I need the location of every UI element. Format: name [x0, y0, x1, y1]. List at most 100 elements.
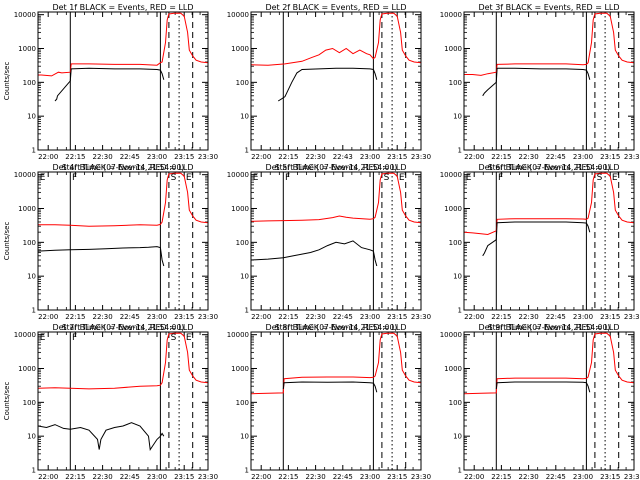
- x-tick-label: 22:15: [491, 473, 511, 480]
- y-tick-label: 100: [236, 239, 249, 247]
- lld-series-line: [38, 332, 208, 390]
- x-tick-label: 22:45: [333, 473, 353, 480]
- x-tick-label: 22:00: [38, 153, 58, 161]
- phase-annotation: E: [466, 173, 472, 183]
- x-tick-label: 23:00: [360, 313, 380, 321]
- x-tick-label: 22:00: [251, 153, 271, 161]
- x-tick-label: 22:00: [38, 473, 58, 480]
- y-tick-label: 10000: [440, 11, 462, 19]
- x-tick-label: 22:15: [491, 313, 511, 321]
- x-tick-label: 23:30: [624, 153, 640, 161]
- events-series-line: [495, 381, 591, 393]
- lld-series-line: [251, 332, 421, 395]
- y-tick-label: 1: [245, 467, 249, 475]
- x-tick-label: 23:30: [198, 153, 218, 161]
- y-tick-label: 10: [240, 273, 249, 281]
- phase-annotation: E: [186, 173, 192, 183]
- y-tick-label: 10: [240, 433, 249, 441]
- x-tick-label: 23:00: [360, 153, 380, 161]
- y-tick-label: 10: [453, 273, 462, 281]
- y-axis-label: Counts/sec: [3, 382, 11, 421]
- x-tick-label: 22:30: [519, 473, 539, 480]
- y-tick-label: 10: [453, 113, 462, 121]
- x-tick-label: 22:30: [519, 153, 539, 161]
- plot-frame: [37, 11, 209, 151]
- x-axis-label: Start Time (07-Nov-14 21:54:00): [275, 323, 397, 332]
- detector-panel-4: Det 4f BLACK = Events, RED = LLD Counts/s…: [3, 163, 218, 332]
- phase-annotation: E: [40, 333, 46, 343]
- y-tick-label: 100: [449, 79, 462, 87]
- detector-panel-5: Det 5f BLACK = Events, RED = LLD Start Ti…: [227, 163, 431, 332]
- x-tick-label: 22:30: [93, 153, 113, 161]
- x-tick-label: 22:00: [251, 473, 271, 480]
- phase-annotation: E: [186, 333, 192, 343]
- x-tick-label: 23:00: [573, 313, 593, 321]
- events-series-line: [482, 67, 591, 97]
- y-tick-label: 100: [23, 399, 36, 407]
- lld-series-line: [251, 172, 421, 224]
- x-tick-label: 23:15: [600, 313, 620, 321]
- y-tick-label: 1: [32, 467, 36, 475]
- x-tick-label: 23:00: [573, 153, 593, 161]
- phase-annotation: F: [72, 333, 77, 343]
- lld-series-line: [464, 332, 634, 395]
- plot-area: [464, 172, 634, 310]
- x-tick-label: 23:15: [174, 313, 194, 321]
- phase-annotation: S: [384, 173, 390, 183]
- plot-area: [251, 172, 421, 310]
- x-tick-label: 22:30: [93, 313, 113, 321]
- panel-title: Det 5f BLACK = Events, RED = LLD: [265, 163, 406, 172]
- x-tick-label: 22:00: [38, 313, 58, 321]
- x-tick-label: 23:30: [624, 313, 640, 321]
- events-series-line: [282, 381, 378, 393]
- y-tick-label: 1000: [231, 205, 249, 213]
- x-tick-label: 23:15: [600, 153, 620, 161]
- detector-panel-6: Det 6f BLACK = Events, RED = LLD Start Ti…: [440, 163, 640, 332]
- x-tick-label: 23:15: [174, 153, 194, 161]
- y-tick-label: 1: [32, 147, 36, 155]
- plot-frame: [250, 331, 422, 471]
- y-tick-label: 100: [236, 399, 249, 407]
- x-tick-label: 22:00: [464, 313, 484, 321]
- y-tick-label: 10000: [14, 11, 36, 19]
- y-tick-label: 10000: [227, 171, 249, 179]
- x-tick-label: 23:00: [147, 313, 167, 321]
- x-tick-label: 22:15: [65, 313, 85, 321]
- y-tick-label: 100: [449, 239, 462, 247]
- x-axis-label: Start Time (07-Nov-14 21:54:00): [488, 323, 610, 332]
- plot-area: [464, 332, 634, 470]
- x-tick-label: 23:15: [387, 153, 407, 161]
- y-axis-label: Counts/sec: [3, 62, 11, 101]
- x-axis-label: Start Time (07-Nov-14 21:54:00): [62, 163, 184, 172]
- phase-annotation: S: [597, 173, 603, 183]
- phase-annotation: S: [171, 333, 177, 343]
- panel-title: Det 4f BLACK = Events, RED = LLD: [52, 163, 193, 172]
- x-tick-label: 22:43: [333, 153, 353, 161]
- x-tick-label: 22:30: [93, 473, 113, 480]
- lld-series-line: [251, 12, 421, 66]
- phase-annotation: E: [40, 173, 46, 183]
- detector-panel-3: Det 3f BLACK = Events, RED = LLD Start Ti…: [440, 3, 640, 172]
- y-tick-label: 1000: [444, 205, 462, 213]
- plot-area: [251, 332, 421, 470]
- panel-title: Det 6f BLACK = Events, RED = LLD: [478, 163, 619, 172]
- x-tick-label: 22:00: [251, 313, 271, 321]
- x-tick-label: 23:30: [411, 473, 431, 480]
- plot-frame: [463, 11, 635, 151]
- plot-area: [38, 332, 208, 470]
- x-tick-label: 22:15: [65, 153, 85, 161]
- panel-title: Det 2f BLACK = Events, RED = LLD: [265, 3, 406, 12]
- x-tick-label: 22:15: [278, 473, 298, 480]
- y-tick-label: 1: [458, 147, 462, 155]
- y-tick-label: 100: [236, 79, 249, 87]
- x-tick-label: 23:15: [387, 473, 407, 480]
- events-series-line: [38, 422, 165, 451]
- panel-title: Det 1f BLACK = Events, RED = LLD: [52, 3, 193, 12]
- x-tick-label: 23:15: [387, 313, 407, 321]
- lld-series-line: [464, 12, 634, 76]
- plot-frame: [37, 171, 209, 311]
- x-tick-label: 22:00: [464, 153, 484, 161]
- x-tick-label: 22:15: [65, 473, 85, 480]
